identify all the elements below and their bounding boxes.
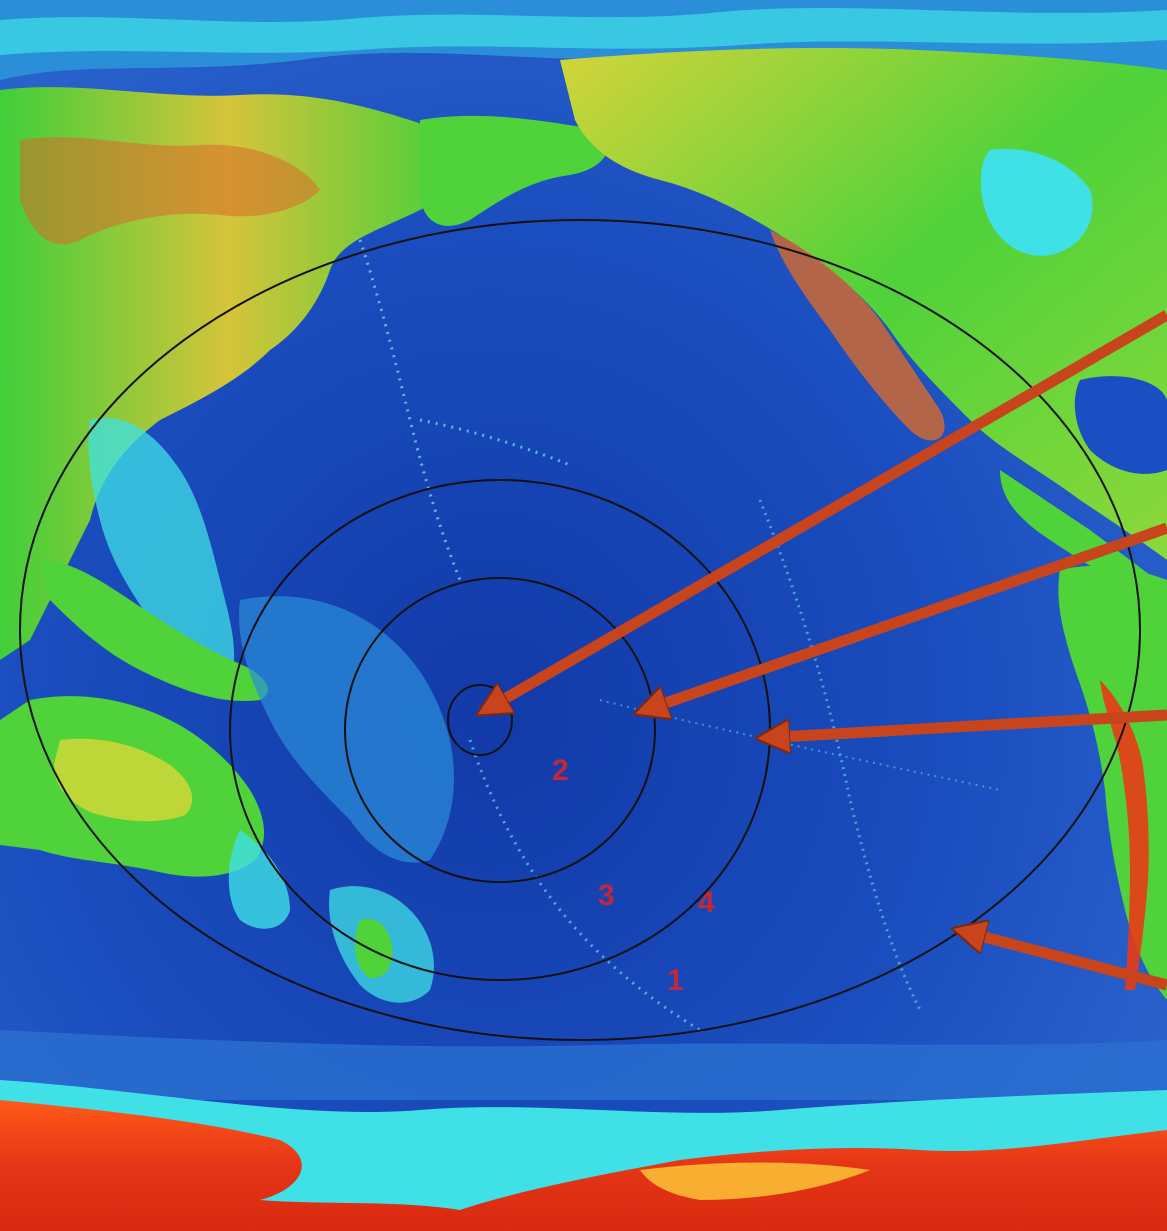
australia-interior	[54, 738, 193, 822]
southern-ocean	[0, 1030, 1167, 1100]
gulf-of-mexico	[1074, 376, 1167, 474]
asia-shelf	[88, 418, 235, 690]
arrow-icon	[958, 930, 1167, 991]
rocky-mountains	[770, 230, 945, 441]
arrow-icon	[482, 310, 1167, 717]
melanesian-plateau	[239, 596, 454, 863]
ring-outermost	[19, 219, 1141, 1041]
antarctica-landmass	[0, 1100, 1167, 1231]
marker-3: 3	[598, 879, 615, 912]
emperor-seamount-chain	[358, 239, 462, 581]
asia-highlands	[20, 137, 320, 245]
asia-landmass	[0, 87, 458, 661]
hawaiian-chain	[419, 418, 571, 467]
tonga-kermadec-ridge	[468, 739, 701, 1032]
hudson-bay	[980, 149, 1093, 256]
central-america	[1000, 470, 1150, 590]
fracture-zone	[599, 699, 1001, 791]
east-pacific-rise	[758, 499, 922, 1011]
antarctica-highland	[640, 1162, 870, 1200]
australia-shelf	[228, 830, 290, 929]
marker-4: 4	[698, 886, 715, 919]
marker-1: 1	[667, 964, 684, 997]
arctic-shelf	[0, 8, 1167, 55]
andes-mountains	[1100, 680, 1149, 990]
arrow-icon	[762, 709, 1167, 738]
ring-second	[344, 577, 656, 883]
kamchatka-region	[420, 115, 609, 226]
arrow-icon	[640, 522, 1167, 712]
marker-2: 2	[552, 754, 569, 787]
southeast-asia-islands	[40, 560, 269, 701]
new-zealand	[355, 918, 393, 979]
